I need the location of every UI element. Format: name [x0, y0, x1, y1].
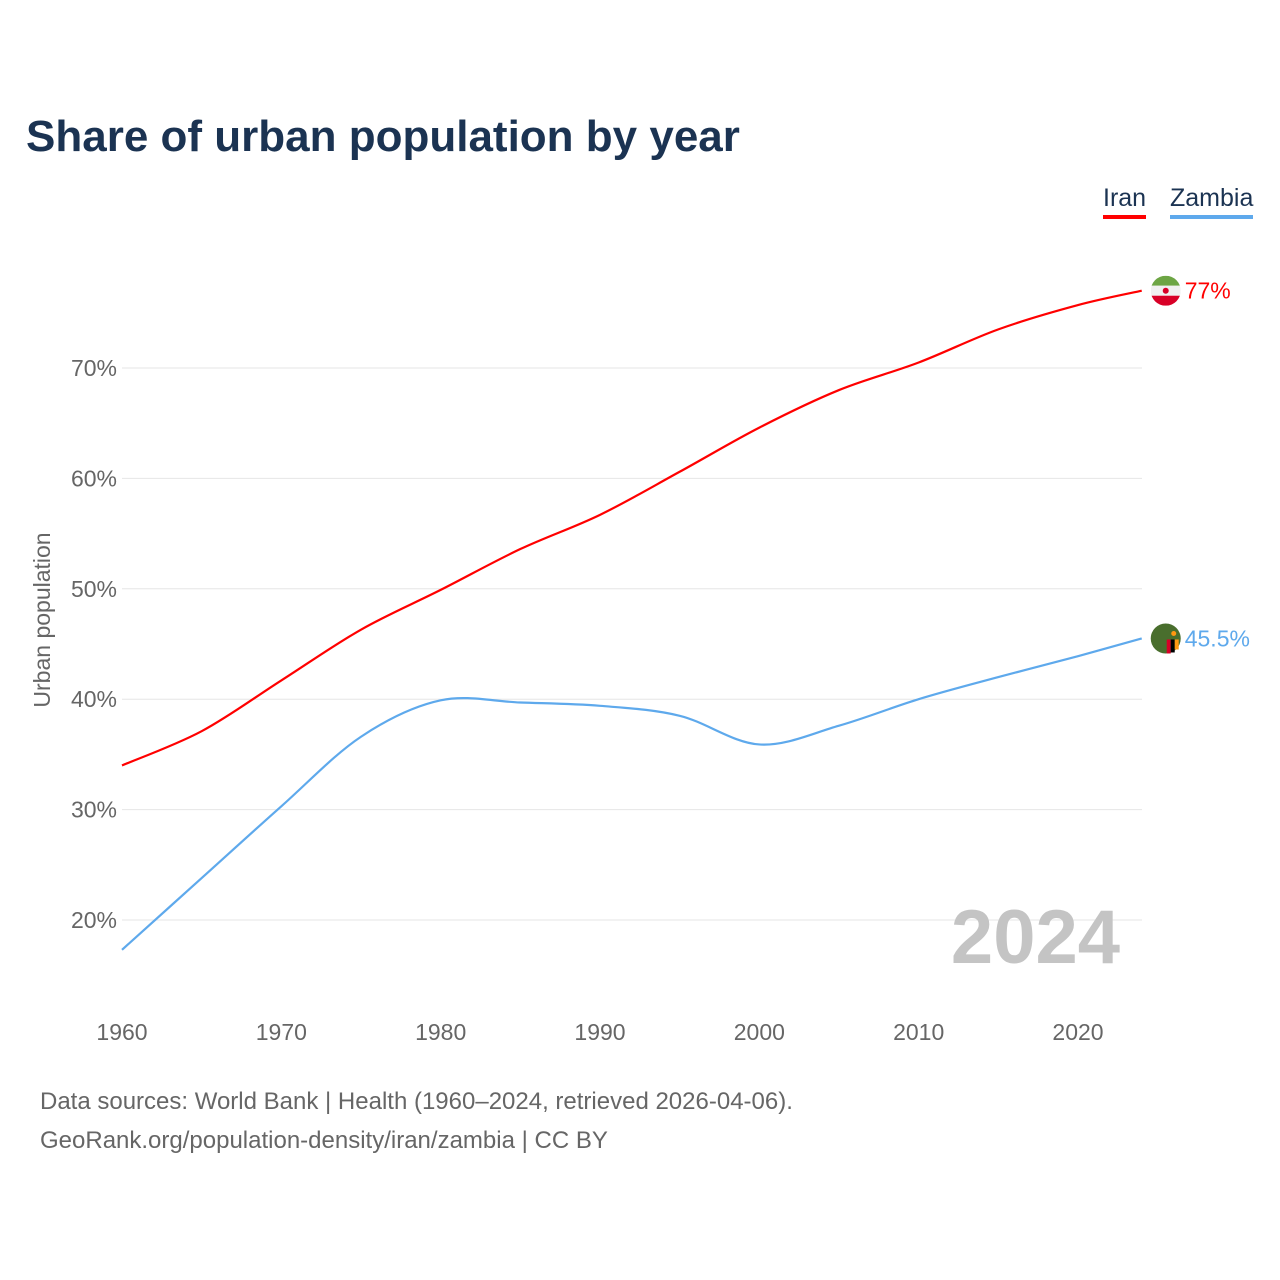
y-tick-label: 30%: [71, 797, 117, 823]
y-tick-label: 40%: [71, 686, 117, 712]
footer-link[interactable]: GeoRank.org/population-density/iran/zamb…: [40, 1127, 608, 1154]
year-watermark: 2024: [951, 895, 1120, 980]
x-tick-label: 2010: [893, 1019, 944, 1045]
y-axis-label: Urban population: [29, 532, 55, 707]
y-tick-label: 20%: [71, 907, 117, 933]
y-tick-label: 50%: [71, 576, 117, 602]
x-tick-label: 1990: [574, 1019, 625, 1045]
y-tick-label: 70%: [71, 355, 117, 381]
x-tick-label: 1980: [415, 1019, 466, 1045]
end-label-iran: 77%: [1185, 278, 1231, 304]
end-label-zambia: 45.5%: [1185, 625, 1250, 651]
series-line-iran: [121, 289, 1142, 767]
series-line-zambia: [121, 637, 1143, 951]
y-tick-label: 60%: [71, 465, 117, 491]
footer-source: Data sources: World Bank | Health (1960–…: [40, 1088, 793, 1115]
legend-zambia[interactable]: Zambia: [1170, 184, 1254, 219]
iran-flag-icon: [1150, 275, 1181, 306]
x-tick-label: 1970: [256, 1019, 307, 1045]
chart-title: Share of urban population by year: [26, 112, 740, 161]
x-tick-label: 1960: [96, 1019, 147, 1045]
legend-iran[interactable]: Iran: [1103, 184, 1147, 219]
x-tick-label: 2000: [734, 1019, 785, 1045]
x-tick-label: 2020: [1052, 1019, 1103, 1045]
zambia-flag-icon: [1150, 623, 1181, 654]
